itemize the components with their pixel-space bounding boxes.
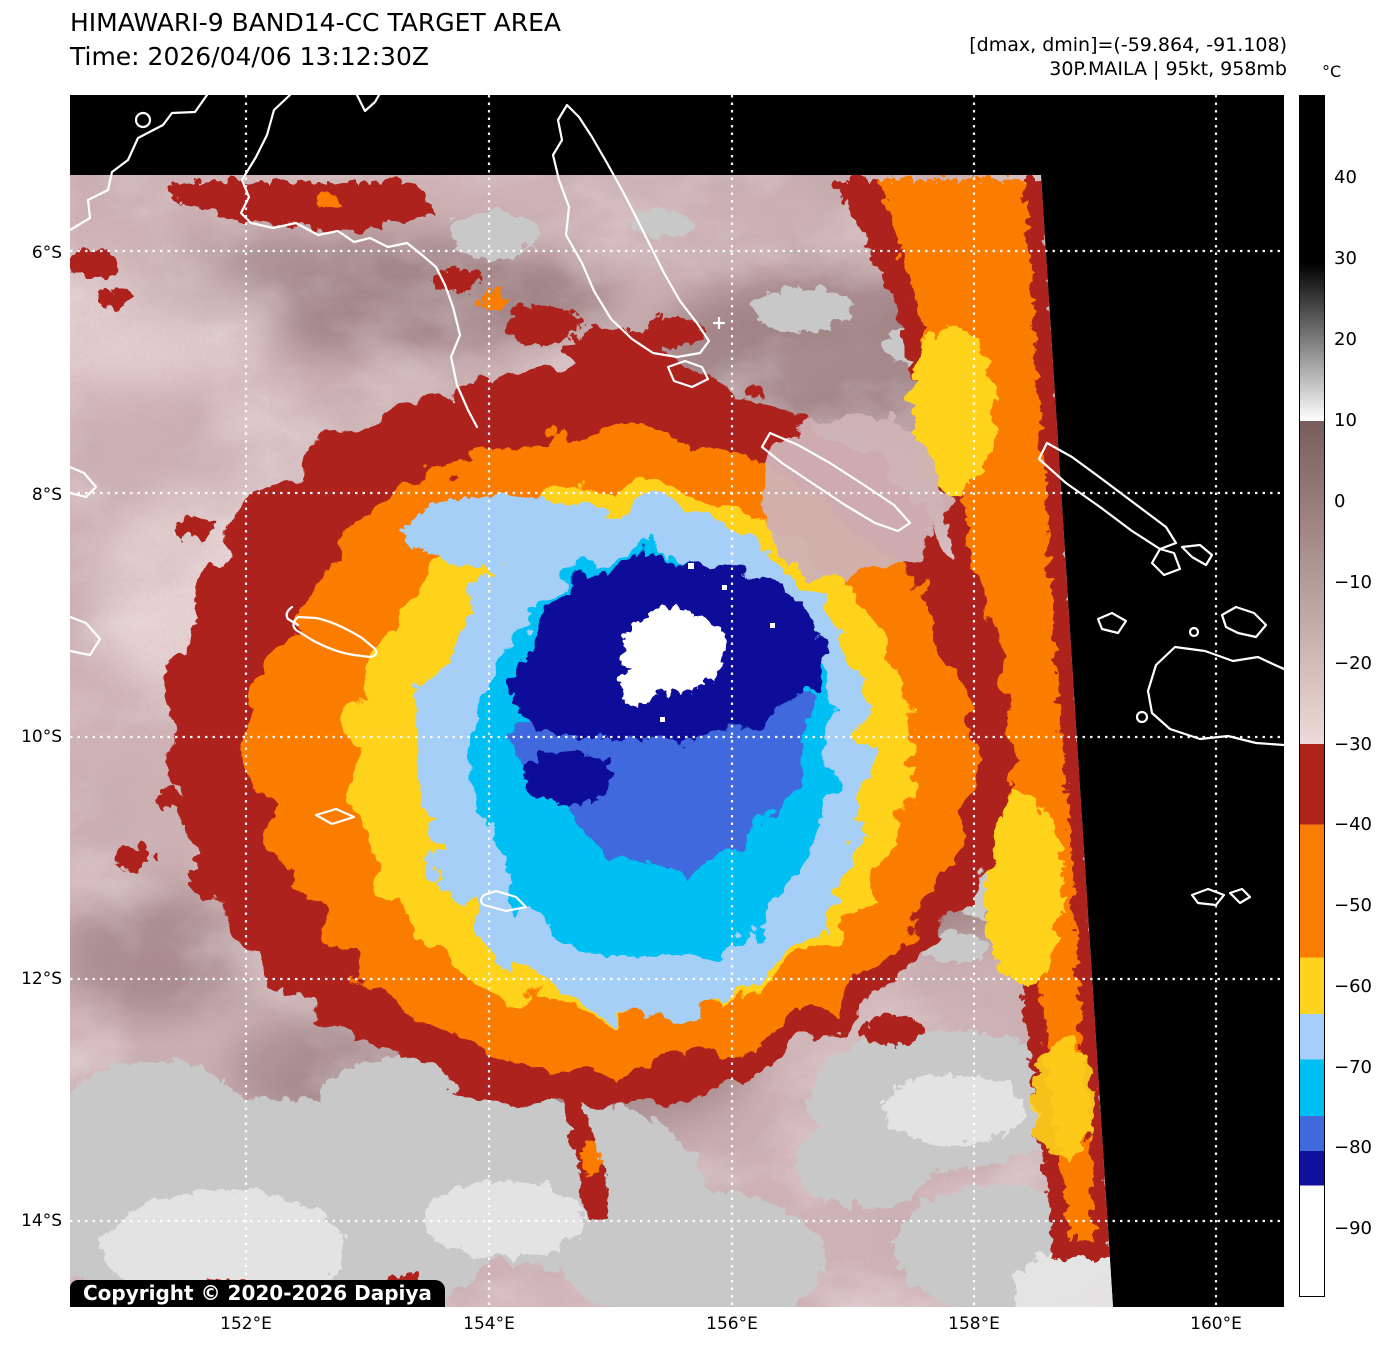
page-title: HIMAWARI-9 BAND14-CC TARGET AREA xyxy=(70,8,562,37)
coast-isabel-hook2 xyxy=(1180,543,1214,567)
coast-small-island-se2 xyxy=(1228,887,1252,905)
lat-label-10s: 10°S xyxy=(21,727,62,747)
lon-label-152e: 152°E xyxy=(220,1314,272,1334)
colorbar-tick: −30 xyxy=(1334,734,1372,755)
colorbar-tick: 20 xyxy=(1334,329,1357,350)
coast-guadalcanal xyxy=(1146,645,1286,747)
colorbar-tick: −50 xyxy=(1334,895,1372,916)
coast-island-s-bougainville xyxy=(666,359,710,389)
coast-new-britain-south xyxy=(239,93,479,429)
lon-label-156e: 156°E xyxy=(706,1314,758,1334)
coast-small-island-w xyxy=(314,807,356,826)
satellite-map: Copyright © 2020-2026 Dapiya xyxy=(68,93,1286,1307)
bright-cloud-patches xyxy=(100,1070,1113,1307)
colorbar-gradient xyxy=(1299,95,1325,1297)
colorbar-tick: −70 xyxy=(1334,1057,1372,1078)
lat-label-12s: 12°S xyxy=(21,969,62,989)
colorbar-ticks: 40 30 20 10 0 −10 −20 −30 −40 −50 −60 −7… xyxy=(1334,95,1388,1297)
cyclone xyxy=(160,355,1000,1095)
coast-small-island-se1 xyxy=(1190,887,1226,907)
coast-tiny-mark xyxy=(712,316,726,330)
colorbar-tick: −90 xyxy=(1334,1218,1372,1239)
coastlines xyxy=(68,93,1286,913)
warm-gap xyxy=(745,400,935,570)
colorbar-tick: 40 xyxy=(1334,167,1357,188)
storm-info: 30P.MAILA | 95kt, 958mb xyxy=(1049,58,1287,80)
annotation-block: [dmax, dmin]=(-59.864, -91.108) 30P.MAIL… xyxy=(700,33,1287,81)
colorbar-tick: −40 xyxy=(1334,814,1372,835)
coast-choiseul xyxy=(760,431,912,533)
colorbar-tick: −10 xyxy=(1334,572,1372,593)
dmax-dmin-value: [dmax, dmin]=(-59.864, -91.108) xyxy=(969,34,1287,56)
coast-santa-isabel xyxy=(1037,441,1178,551)
lat-label-6s: 6°S xyxy=(31,243,62,263)
coast-tiny-island xyxy=(1135,710,1149,724)
colorbar-tick: −20 xyxy=(1334,653,1372,674)
colorbar-unit: °C xyxy=(1322,62,1342,81)
coast-left-edge2 xyxy=(68,615,102,657)
lat-label-14s: 14°S xyxy=(21,1211,62,1231)
scan-area xyxy=(70,175,1113,1307)
timestamp: Time: 2026/04/06 13:12:30Z xyxy=(70,42,429,71)
lat-label-8s: 8°S xyxy=(31,485,62,505)
coast-bougainville xyxy=(551,103,711,359)
coast-small-island-e1 xyxy=(1096,611,1128,635)
colorbar-tick: −60 xyxy=(1334,976,1372,997)
overshooting-tops xyxy=(614,563,775,722)
lon-label-160e: 160°E xyxy=(1190,1314,1242,1334)
coast-island-in-yellow xyxy=(285,605,378,659)
east-edge-band xyxy=(830,175,1110,1255)
coast-small-island-e2 xyxy=(1188,626,1200,638)
coast-isabel-hook1 xyxy=(1150,547,1182,577)
coast-left-edge1 xyxy=(68,465,98,499)
coast-v-inlet xyxy=(355,93,381,113)
satellite-image xyxy=(68,93,1286,1307)
coast-small-island xyxy=(134,111,152,129)
colorbar-tick: 0 xyxy=(1334,491,1346,512)
lon-label-154e: 154°E xyxy=(463,1314,515,1334)
coast-new-britain-north xyxy=(68,93,209,232)
colorbar-tick: 30 xyxy=(1334,248,1357,269)
copyright-badge: Copyright © 2020-2026 Dapiya xyxy=(70,1280,445,1307)
lon-label-158e: 158°E xyxy=(948,1314,1000,1334)
colorbar-tick: 10 xyxy=(1334,410,1357,431)
colorbar-tick: −80 xyxy=(1334,1137,1372,1158)
coast-small-island-s xyxy=(479,889,528,913)
coast-small-island-e3 xyxy=(1220,605,1268,639)
